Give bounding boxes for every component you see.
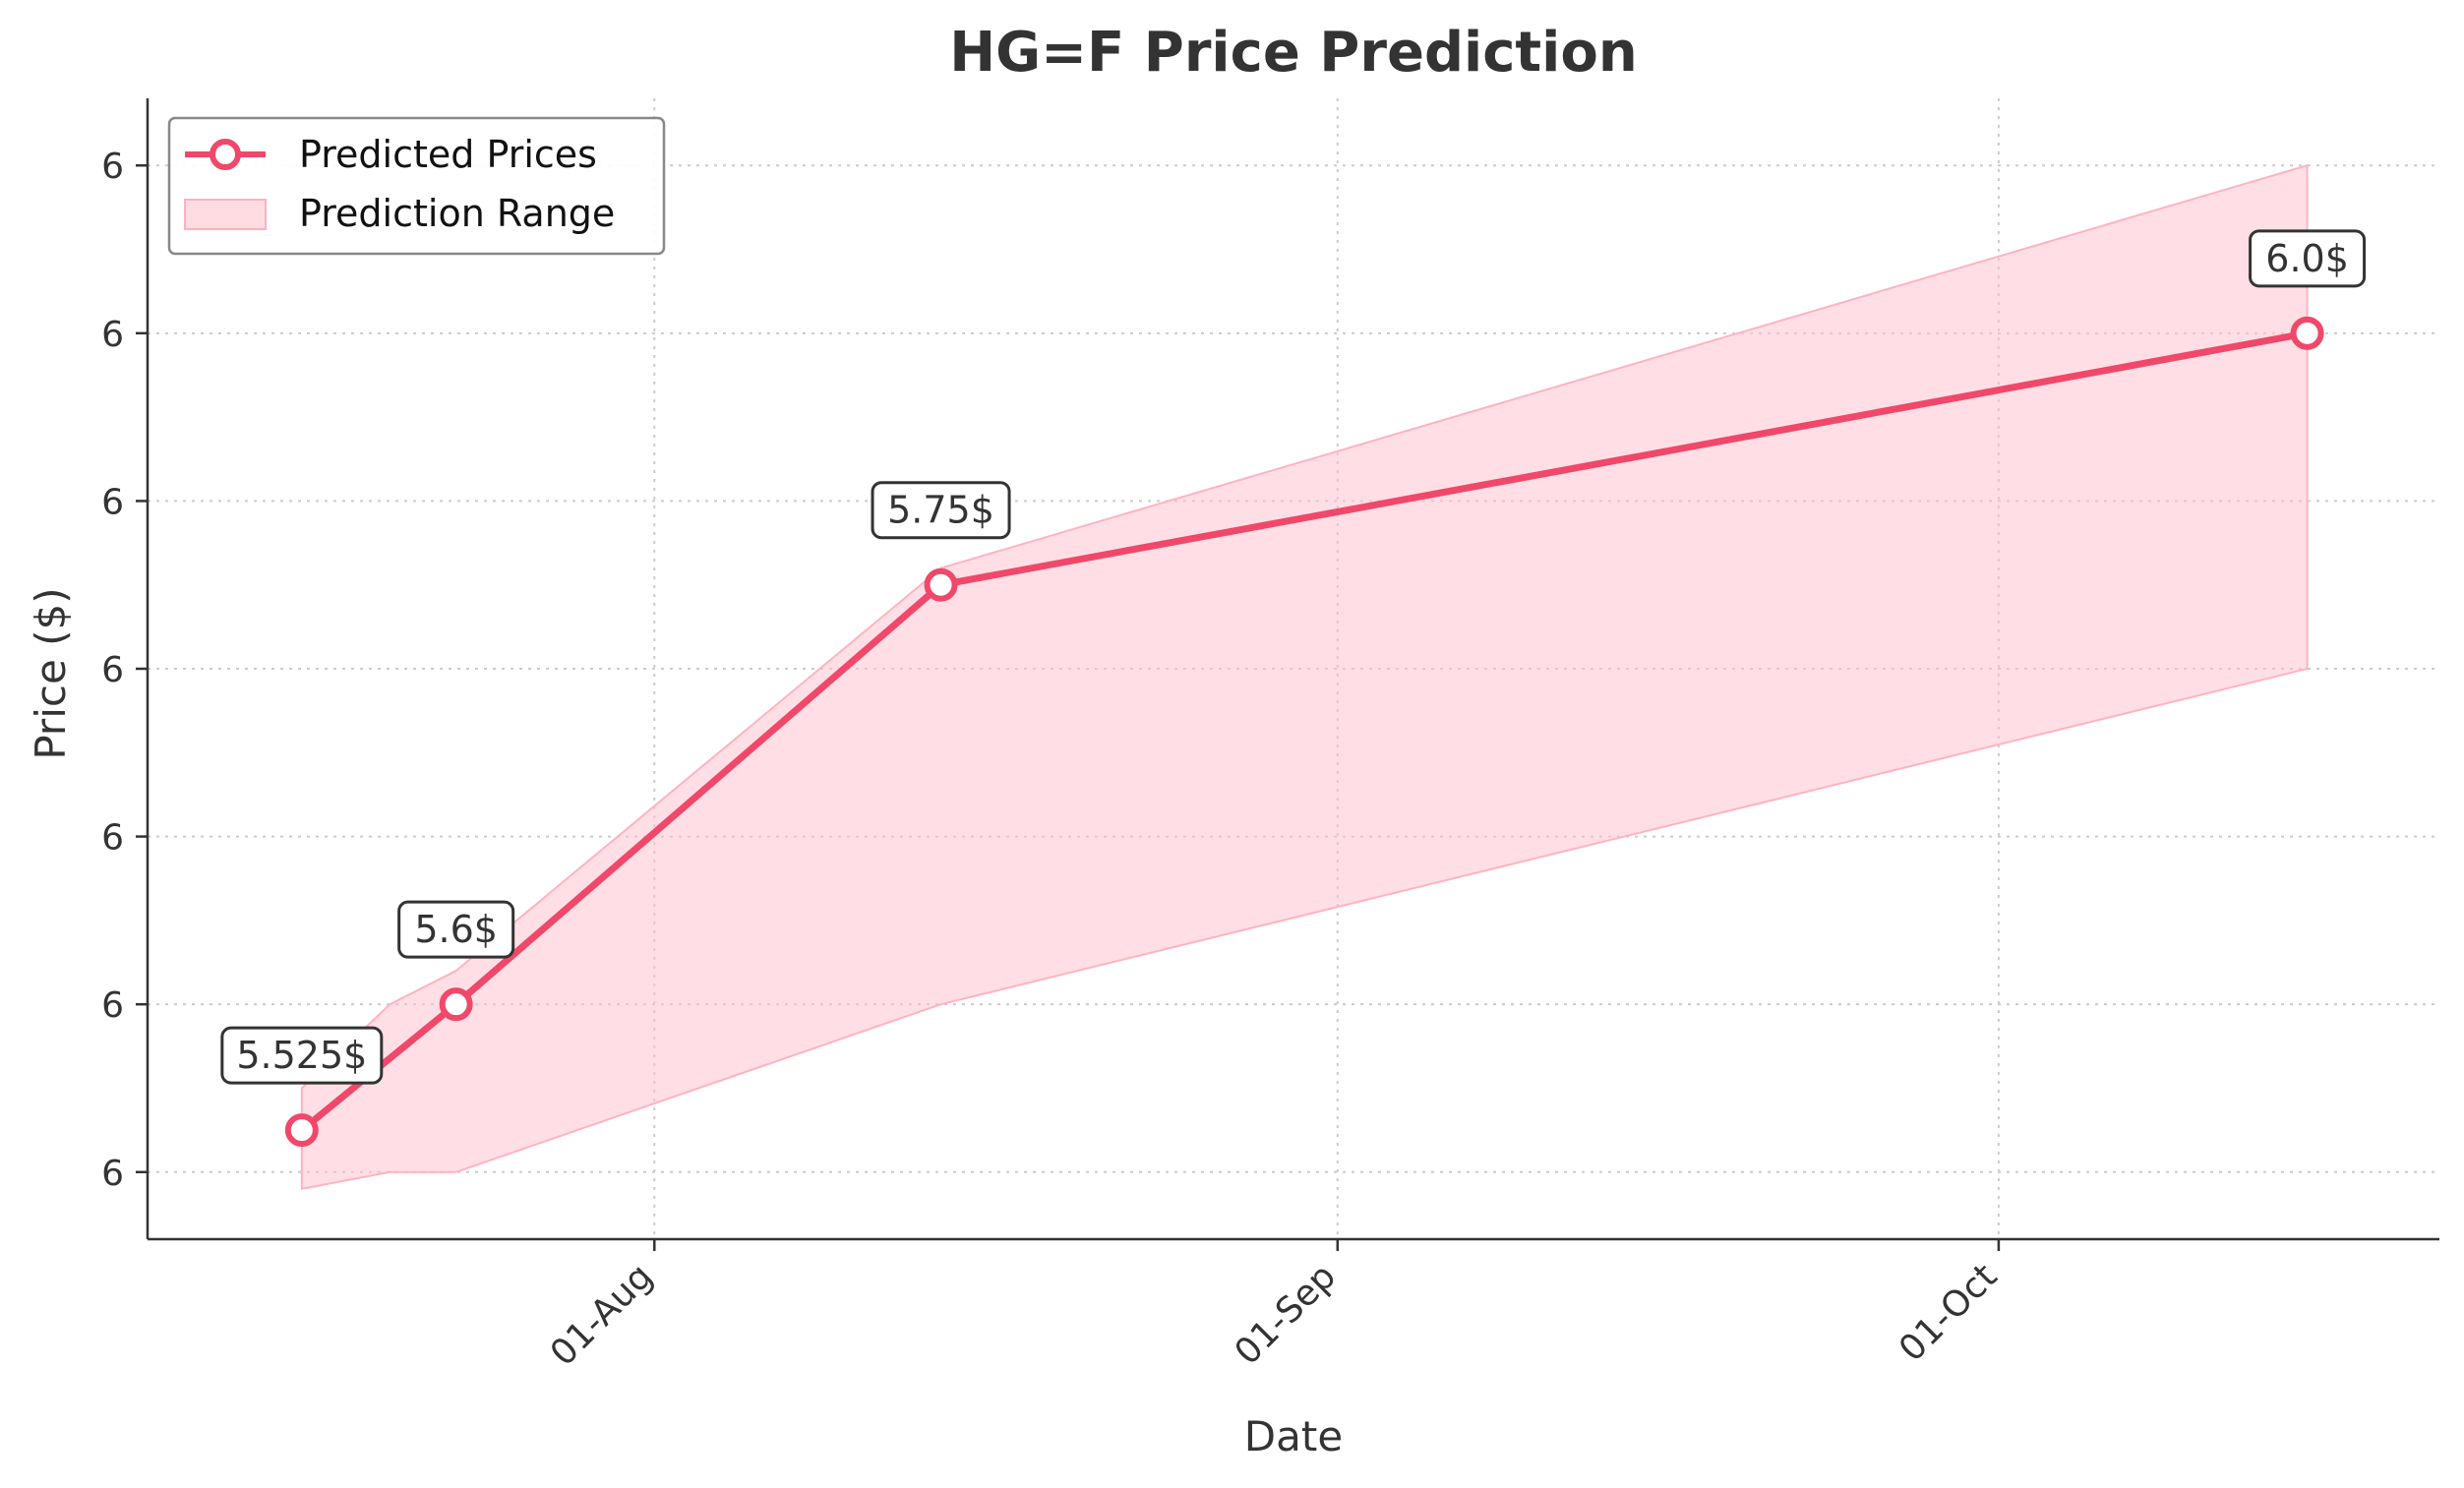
x-ticks: 01-Aug 01-Sep 01-Oct bbox=[543, 1239, 2005, 1374]
legend-prediction-range-label: Prediction Range bbox=[299, 192, 615, 235]
y-axis-label: Price ($) bbox=[27, 587, 75, 759]
y-tick-label: 6 bbox=[101, 315, 124, 355]
data-label-box bbox=[397, 900, 515, 959]
prediction-range-band bbox=[300, 163, 2309, 1191]
x-axis-label: Date bbox=[1244, 1412, 1343, 1460]
y-tick-label: 6 bbox=[101, 818, 124, 859]
data-label: 5.6$ bbox=[414, 908, 498, 951]
y-tick-label: 6 bbox=[101, 147, 124, 187]
data-label-box bbox=[871, 481, 1011, 540]
data-point-marker bbox=[439, 987, 473, 1022]
legend-circle-marker bbox=[210, 139, 241, 170]
y-tick-label: 6 bbox=[101, 1154, 124, 1194]
legend-range-swatch bbox=[184, 199, 267, 230]
x-tick-label: 01-Sep bbox=[1228, 1256, 1345, 1373]
data-point-marker bbox=[924, 567, 958, 602]
legend: Predicted Prices Prediction Range bbox=[167, 116, 666, 256]
y-tick-label: 6 bbox=[101, 985, 124, 1026]
legend-frame bbox=[167, 116, 666, 256]
data-label: 5.75$ bbox=[887, 489, 994, 532]
prediction-range-area bbox=[300, 163, 2309, 1191]
chart-title: HG=F Price Prediction bbox=[949, 21, 1637, 85]
legend-predicted-prices-label: Predicted Prices bbox=[299, 133, 597, 176]
y-tick-label: 6 bbox=[101, 650, 124, 690]
x-tick-label: 01-Aug bbox=[543, 1256, 661, 1374]
data-label: 5.525$ bbox=[236, 1034, 367, 1077]
x-tick-label: 01-Oct bbox=[1892, 1256, 2005, 1369]
data-labels: 5.525$ 5.6$ 5.75$ 6.0$ bbox=[220, 229, 2367, 1085]
data-point-marker bbox=[284, 1113, 319, 1148]
data-label: 6.0$ bbox=[2265, 237, 2349, 280]
data-label-box bbox=[2249, 229, 2367, 288]
data-label-box bbox=[220, 1026, 384, 1085]
y-ticks: 6 6 6 6 6 6 6 bbox=[101, 147, 148, 1194]
data-point-marker bbox=[2290, 316, 2324, 350]
y-tick-label: 6 bbox=[101, 482, 124, 522]
